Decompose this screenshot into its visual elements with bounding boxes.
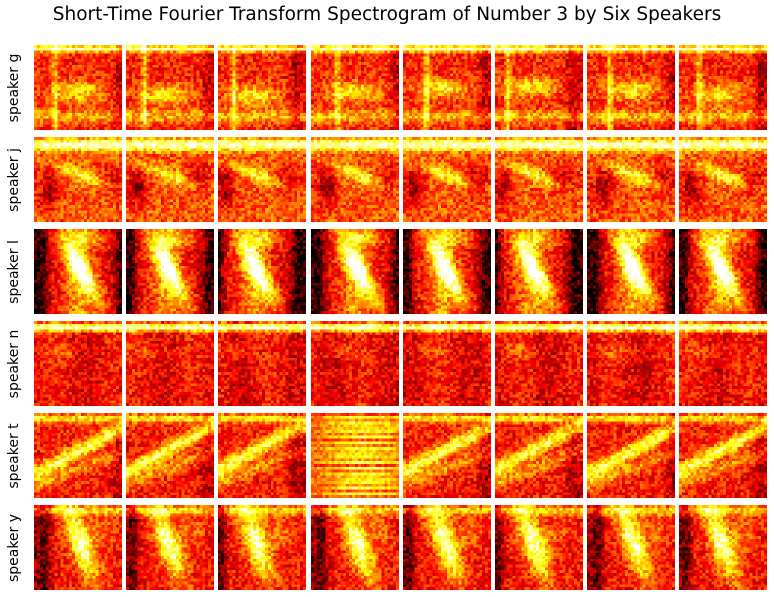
spectrogram-panel — [218, 45, 306, 130]
spectrogram-panel — [126, 505, 214, 590]
spectrogram-panel — [126, 321, 214, 406]
spectrogram-panel — [218, 321, 306, 406]
spectrogram-panel — [311, 321, 399, 406]
spectrogram-panel — [311, 229, 399, 314]
spectrogram-panel — [587, 413, 675, 498]
spectrogram-panel — [587, 229, 675, 314]
spectrogram-panel — [34, 321, 122, 406]
spectrogram-panel — [311, 137, 399, 222]
spectrogram-panel — [587, 45, 675, 130]
spectrogram-panel — [495, 505, 583, 590]
spectrogram-panel — [34, 505, 122, 590]
row-label: speaker g — [6, 53, 22, 122]
spectrogram-panel — [311, 45, 399, 130]
spectrogram-panel — [126, 229, 214, 314]
spectrogram-panel — [679, 413, 767, 498]
spectrogram-panel — [403, 505, 491, 590]
spectrogram-panel — [679, 45, 767, 130]
spectrogram-panel — [679, 321, 767, 406]
spectrogram-panel — [679, 229, 767, 314]
spectrogram-panel — [34, 413, 122, 498]
spectrogram-panel — [679, 137, 767, 222]
figure-title: Short-Time Fourier Transform Spectrogram… — [52, 4, 722, 25]
spectrogram-panel — [403, 321, 491, 406]
spectrogram-panel — [34, 45, 122, 130]
spectrogram-panel — [403, 229, 491, 314]
spectrogram-panel — [34, 137, 122, 222]
spectrogram-panel — [587, 321, 675, 406]
spectrogram-panel — [126, 413, 214, 498]
spectrogram-panel — [403, 45, 491, 130]
spectrogram-panel — [403, 413, 491, 498]
spectrogram-panel — [403, 137, 491, 222]
row-label: speaker l — [6, 239, 22, 304]
spectrogram-panel — [587, 137, 675, 222]
row-label: speaker j — [6, 147, 22, 212]
spectrogram-panel — [218, 137, 306, 222]
spectrogram-panel — [311, 413, 399, 498]
spectrogram-panel — [679, 505, 767, 590]
spectrogram-panel — [495, 45, 583, 130]
row-label: speaker t — [6, 422, 22, 489]
spectrogram-panel — [218, 505, 306, 590]
row-label: speaker y — [6, 513, 22, 582]
spectrogram-panel — [126, 137, 214, 222]
spectrogram-panel — [126, 45, 214, 130]
spectrogram-panel — [218, 413, 306, 498]
spectrogram-panel — [495, 321, 583, 406]
spectrogram-panel — [495, 413, 583, 498]
spectrogram-panel — [495, 229, 583, 314]
spectrogram-panel — [311, 505, 399, 590]
spectrogram-panel — [34, 229, 122, 314]
row-label: speaker n — [6, 329, 22, 398]
spectrogram-panel — [587, 505, 675, 590]
spectrogram-panel — [495, 137, 583, 222]
spectrogram-panel — [218, 229, 306, 314]
